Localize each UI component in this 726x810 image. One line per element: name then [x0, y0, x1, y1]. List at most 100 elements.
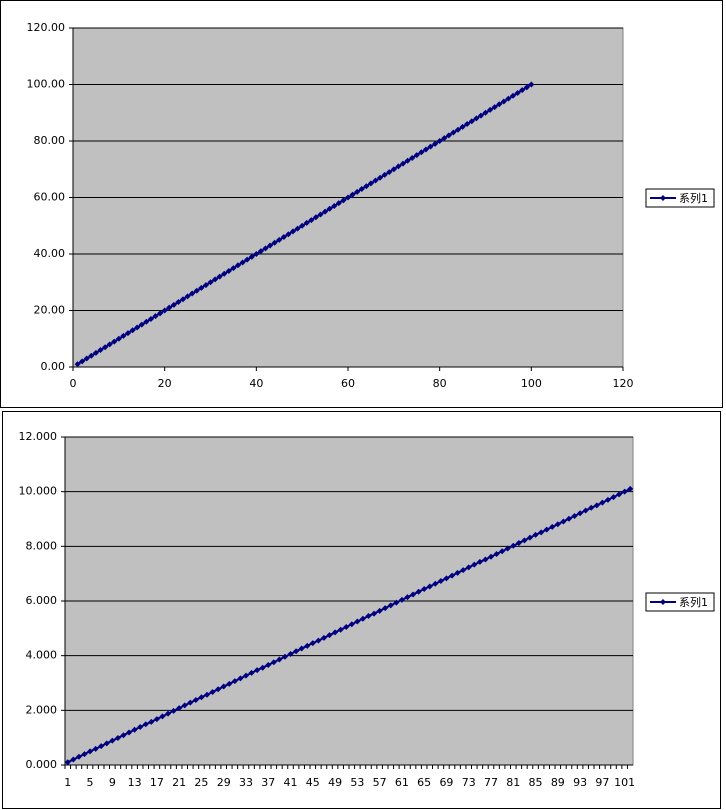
y-tick-label: 0.000 [26, 758, 58, 771]
marker [192, 696, 199, 703]
marker [365, 613, 372, 620]
marker [367, 180, 374, 187]
x-tick-label: 25 [194, 776, 208, 789]
x-tick-label: 53 [350, 776, 364, 789]
marker [354, 188, 361, 195]
marker [131, 726, 138, 733]
marker [138, 321, 145, 328]
marker [565, 515, 572, 522]
marker [308, 217, 315, 224]
x-tick-label: 85 [529, 776, 543, 789]
marker [390, 166, 397, 173]
marker [398, 596, 405, 603]
marker [610, 494, 617, 501]
marker [248, 669, 255, 676]
marker [464, 121, 471, 128]
marker [519, 87, 526, 94]
marker [593, 502, 600, 509]
marker [216, 273, 223, 280]
x-tick-label: 9 [109, 776, 116, 789]
marker [97, 347, 104, 354]
marker [299, 222, 306, 229]
marker [142, 721, 149, 728]
y-tick-label: 60.00 [34, 191, 66, 204]
marker [212, 276, 219, 283]
marker [309, 640, 316, 647]
marker [528, 81, 535, 88]
marker [621, 488, 628, 495]
marker [102, 344, 109, 351]
marker [189, 290, 196, 297]
marker [254, 667, 261, 674]
x-tick-label: 29 [217, 776, 231, 789]
marker [482, 556, 489, 563]
marker [75, 753, 82, 760]
legend-marker [660, 599, 666, 605]
marker [114, 734, 121, 741]
marker [265, 661, 272, 668]
marker [443, 575, 450, 582]
marker [465, 564, 472, 571]
x-tick-label: 33 [239, 776, 253, 789]
marker [242, 672, 249, 679]
marker [473, 115, 480, 122]
marker [514, 89, 521, 96]
marker [604, 496, 611, 503]
x-tick-label: 80 [433, 377, 447, 390]
y-tick-label: 0.00 [41, 360, 66, 373]
x-tick-label: 1 [64, 776, 71, 789]
marker [496, 101, 503, 108]
marker [326, 205, 333, 212]
marker [450, 129, 457, 136]
y-tick-label: 80.00 [34, 134, 66, 147]
y-tick-label: 20.00 [34, 304, 66, 317]
x-tick-label: 41 [284, 776, 298, 789]
marker [526, 534, 533, 541]
marker [454, 569, 461, 576]
marker [202, 282, 209, 289]
marker [88, 352, 95, 359]
x-tick-label: 61 [395, 776, 409, 789]
marker [395, 163, 402, 170]
y-tick-label: 4.000 [26, 649, 58, 662]
marker [521, 537, 528, 544]
legend-box [645, 188, 715, 208]
marker [235, 262, 241, 269]
x-tick-label: 21 [172, 776, 186, 789]
marker [421, 585, 428, 592]
marker [267, 242, 274, 249]
series-line [77, 83, 532, 366]
marker [166, 304, 173, 311]
marker [504, 545, 511, 552]
marker [554, 521, 561, 528]
marker [209, 689, 216, 696]
marker [322, 208, 329, 215]
marker [515, 540, 522, 547]
marker [493, 550, 500, 557]
marker [137, 724, 144, 731]
marker [98, 743, 105, 750]
x-tick-label: 93 [573, 776, 587, 789]
x-tick-label: 60 [341, 377, 355, 390]
legend-marker [660, 195, 666, 201]
marker [560, 518, 567, 525]
marker [437, 578, 444, 585]
x-tick-label: 17 [150, 776, 164, 789]
marker [345, 194, 351, 201]
x-tick-label: 45 [306, 776, 320, 789]
x-tick-label: 65 [417, 776, 431, 789]
marker [432, 140, 439, 147]
marker [170, 707, 177, 714]
marker [335, 200, 342, 207]
marker [92, 349, 99, 356]
marker [148, 718, 155, 725]
x-tick-label: 77 [484, 776, 498, 789]
x-tick-label: 0 [70, 377, 77, 390]
marker [449, 572, 456, 579]
y-tick-label: 100.00 [27, 78, 66, 91]
marker [280, 234, 287, 241]
marker [320, 634, 327, 641]
marker [582, 507, 589, 514]
y-tick-label: 40.00 [34, 247, 66, 260]
marker [491, 104, 498, 111]
